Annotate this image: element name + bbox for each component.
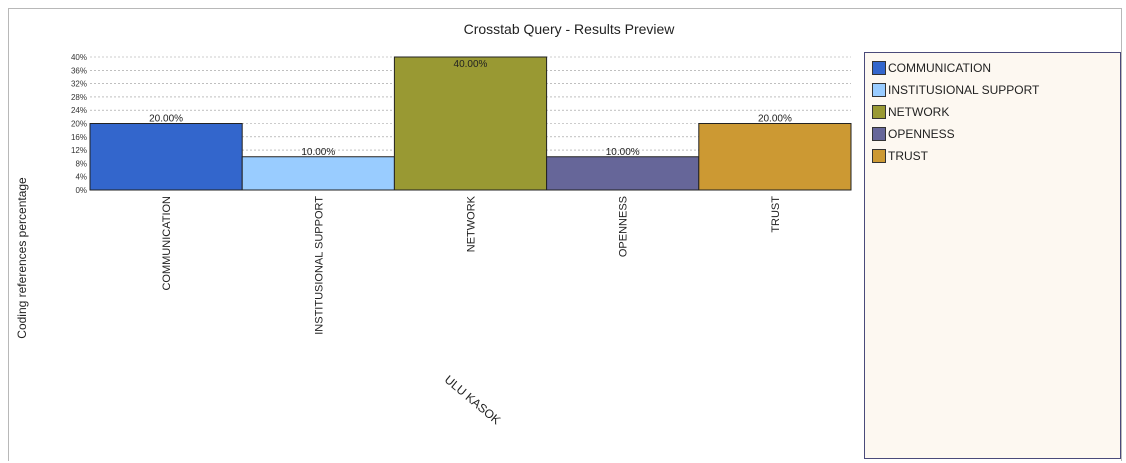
legend-item: COMMUNICATION <box>872 60 991 76</box>
legend-item: TRUST <box>872 148 928 164</box>
x-axis-label: ULU KASOK <box>442 372 504 427</box>
y-tick-label: 32% <box>71 80 87 89</box>
legend-label: TRUST <box>888 149 928 163</box>
legend-swatch <box>872 105 886 119</box>
legend-swatch <box>872 83 886 97</box>
x-category-label: COMMUNICATION <box>161 196 173 291</box>
legend-label: NETWORK <box>888 105 950 119</box>
x-category-label: TRUST <box>770 196 782 233</box>
legend-item: INSTITUSIONAL SUPPORT <box>872 82 1039 98</box>
bar-value-label: 20.00% <box>758 114 792 125</box>
legend-swatch <box>872 127 886 141</box>
legend-swatch <box>872 149 886 163</box>
bar-institusional-support <box>241 156 395 191</box>
y-tick-label: 16% <box>71 133 87 142</box>
bar-value-label: 10.00% <box>301 147 335 158</box>
legend-swatch <box>872 61 886 75</box>
y-tick-label: 8% <box>75 159 87 168</box>
legend-item: NETWORK <box>872 104 949 120</box>
y-axis-label: Coding references percentage <box>15 177 29 339</box>
x-category-label: INSTITUSIONAL SUPPORT <box>313 196 325 335</box>
bar-openness <box>546 156 700 191</box>
bar-value-label: 40.00% <box>454 59 488 70</box>
y-tick-label: 0% <box>75 186 87 195</box>
legend-label: OPENNESS <box>888 127 955 141</box>
y-tick-label: 20% <box>71 120 87 129</box>
legend-label: INSTITUSIONAL SUPPORT <box>888 83 1040 97</box>
bar-value-label: 10.00% <box>606 147 640 158</box>
x-category-label: OPENNESS <box>618 196 630 257</box>
chart-title: Crosstab Query - Results Preview <box>464 21 676 37</box>
y-tick-label: 24% <box>71 106 87 115</box>
bar-communication <box>89 123 243 191</box>
y-tick-label: 4% <box>75 173 87 182</box>
legend: COMMUNICATION INSTITUSIONAL SUPPORT NETWOR… <box>864 52 1121 459</box>
legend-label: COMMUNICATION <box>888 61 992 75</box>
legend-item: OPENNESS <box>872 126 955 142</box>
y-tick-label: 36% <box>71 66 87 75</box>
bar-network <box>393 56 548 191</box>
y-tick-label: 40% <box>71 53 87 62</box>
bar-trust <box>698 123 852 191</box>
y-tick-label: 28% <box>71 93 87 102</box>
chart-frame <box>8 8 1122 461</box>
x-category-label: NETWORK <box>466 195 478 252</box>
y-tick-label: 12% <box>71 146 87 155</box>
bar-value-label: 20.00% <box>149 114 183 125</box>
